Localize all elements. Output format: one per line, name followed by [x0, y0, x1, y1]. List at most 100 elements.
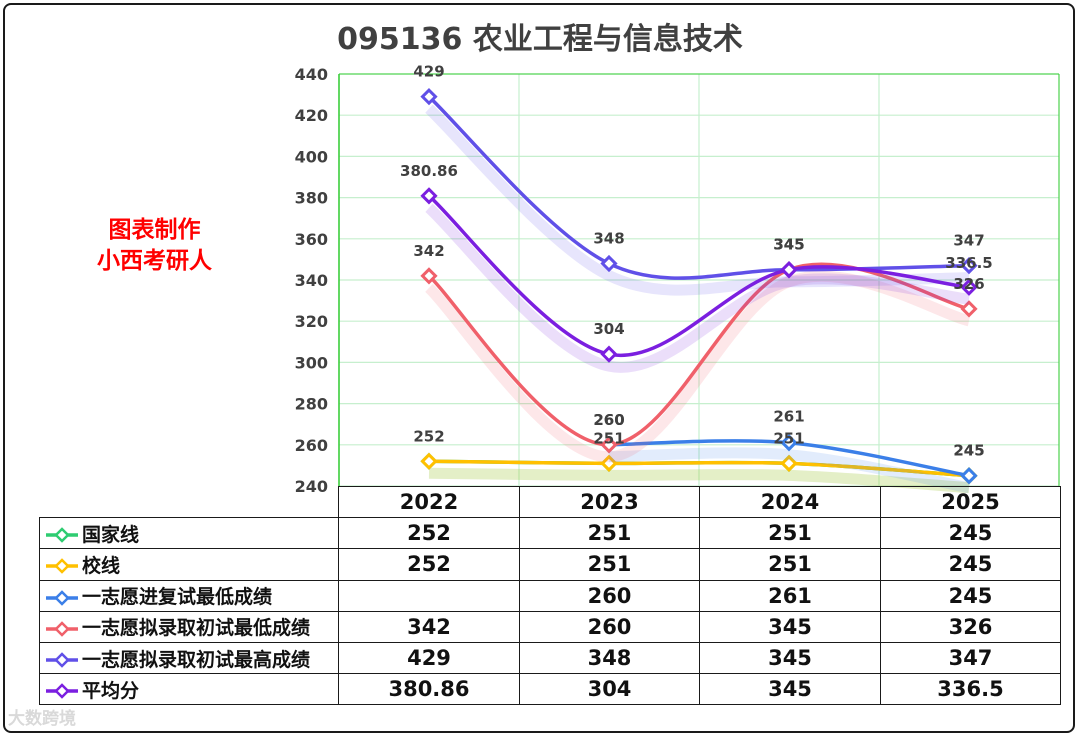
data-label: 326 [953, 275, 984, 293]
data-label: 345 [773, 236, 804, 254]
table-cell: 251 [519, 548, 700, 581]
series-line [427, 194, 971, 358]
data-point-marker [420, 187, 438, 205]
legend-label: 平均分 [82, 679, 140, 702]
table-row: 一志愿拟录取初试最高成绩 429 348 345 347 [39, 641, 1061, 675]
data-point-marker [960, 278, 978, 296]
x-category-label: 2025 [880, 485, 1061, 519]
data-point-marker [600, 254, 618, 273]
table-cell: 326 [880, 610, 1061, 643]
legend-label: 一志愿拟录取初试最低成绩 [82, 617, 311, 640]
table-cell: 260 [519, 579, 700, 612]
data-label: 260 [593, 411, 624, 429]
source-watermark: 大数跨境 [8, 709, 76, 729]
table-cell: 260 [519, 610, 700, 643]
table-corner [39, 486, 339, 519]
watermark-line-1: 图表制作 [108, 217, 201, 243]
legend-label: 国家线 [82, 523, 140, 546]
y-tick-label: 340 [295, 271, 328, 290]
legend-entry: 一志愿拟录取初试最高成绩 [39, 641, 339, 675]
table-cell: 345 [699, 673, 881, 706]
table-cell: 252 [338, 517, 520, 550]
table-row: 一志愿拟录取初试最低成绩 342 260 345 326 [39, 610, 1061, 643]
data-label: 342 [413, 242, 444, 260]
table-cell: 345 [699, 641, 881, 675]
data-point-marker [960, 300, 978, 318]
y-tick-label: 360 [295, 230, 328, 249]
legend-key-icon [46, 683, 78, 699]
data-label: 251 [773, 429, 804, 447]
y-tick-label: 400 [295, 147, 328, 166]
data-label: 348 [593, 230, 624, 248]
x-category-label: 2024 [699, 485, 881, 519]
legend-entry: 一志愿拟录取初试最低成绩 [39, 610, 339, 643]
y-tick-label: 420 [295, 106, 328, 125]
legend-key-icon [46, 621, 78, 637]
series-shadow [425, 270, 971, 463]
x-category-label: 2022 [338, 485, 520, 519]
table-row: 平均分 380.86 304 345 336.5 [39, 673, 1061, 706]
table-row: 校线 252 251 251 245 [39, 548, 1061, 581]
data-point-marker [600, 454, 618, 472]
series-line [427, 262, 971, 447]
table-cell: 251 [699, 548, 881, 581]
data-point-marker [960, 467, 978, 485]
data-label: 345 [773, 236, 804, 254]
data-label: 261 [773, 408, 804, 426]
data-point-marker [600, 436, 618, 454]
watermark-line-2: 小西考研人 [97, 248, 212, 274]
legend-entry: 校线 [39, 548, 339, 581]
table-header-row: 2022 2023 2024 2025 [39, 485, 1061, 519]
legend-label: 一志愿拟录取初试最高成绩 [82, 648, 311, 671]
data-label: 260 [593, 411, 624, 429]
data-point-marker [780, 261, 798, 279]
table-cell: 245 [880, 548, 1061, 581]
y-tick-label: 260 [295, 436, 328, 455]
legend-key-icon [46, 652, 78, 668]
data-label: 245 [953, 442, 984, 460]
series-line [427, 459, 971, 478]
table-cell: 245 [880, 517, 1061, 550]
data-label: 336.5 [945, 254, 992, 272]
table-cell [338, 579, 520, 612]
legend-label: 校线 [82, 554, 121, 577]
series-layer [420, 88, 978, 494]
data-label: 245 [953, 442, 984, 460]
table-cell: 336.5 [880, 673, 1061, 706]
y-tick-label: 380 [295, 189, 328, 208]
legend-key-icon [46, 558, 78, 575]
legend-key-icon [46, 527, 78, 544]
legend-entry: 国家线 [39, 517, 339, 550]
series-shadow [428, 467, 970, 494]
data-table: 2022 2023 2024 2025 国家线 252 251 251 245 校线 252 251 2… [39, 485, 1061, 706]
y-tick-label: 280 [295, 395, 328, 414]
data-label: 380.86 [400, 162, 458, 180]
x-category-label: 2023 [519, 485, 700, 519]
data-point-marker [420, 267, 438, 285]
table-cell: 345 [699, 610, 881, 643]
table-cell: 252 [338, 548, 520, 581]
data-label: 304 [593, 320, 624, 338]
data-point-marker [960, 256, 978, 275]
series-shadow [608, 447, 970, 494]
series-line [427, 94, 971, 280]
grid-layer [338, 73, 1060, 487]
legend-entry: 平均分 [39, 673, 339, 706]
series-shadow [425, 203, 970, 373]
table-cell: 251 [699, 517, 881, 550]
y-tick-label: 320 [295, 312, 328, 331]
table-cell: 380.86 [338, 673, 520, 706]
y-tick-label: 440 [295, 65, 328, 84]
legend-key-icon [46, 589, 78, 606]
table-cell: 251 [519, 517, 700, 550]
legend-entry: 一志愿进复试最低成绩 [39, 579, 339, 612]
table-cell: 304 [519, 673, 700, 706]
data-label: 345 [773, 236, 804, 254]
data-point-marker [420, 88, 438, 106]
table-row: 一志愿进复试最低成绩 260 261 245 [39, 579, 1061, 612]
table-cell: 429 [338, 641, 520, 675]
data-point-marker [780, 454, 798, 472]
table-row: 国家线 252 251 251 245 [39, 517, 1061, 550]
